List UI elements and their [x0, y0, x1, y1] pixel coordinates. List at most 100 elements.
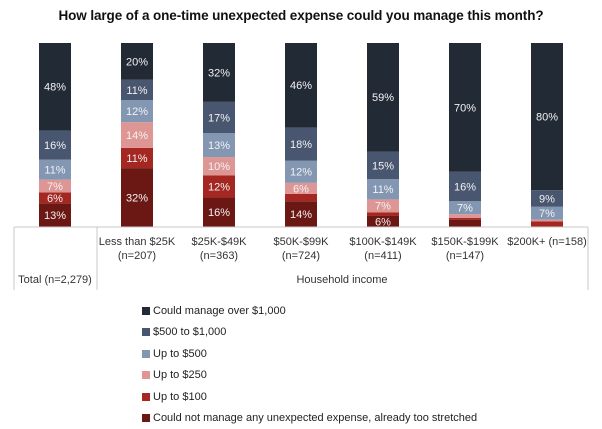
bar-segment-500-to-1-000 — [531, 190, 563, 207]
bar-segment-could-manage-over-1-000 — [449, 43, 481, 172]
legend-swatch — [142, 306, 150, 315]
category-tick-label: (n=207) — [118, 250, 156, 262]
legend-label: Up to $100 — [153, 390, 207, 403]
legend-item: Up to $500 — [142, 343, 477, 365]
bar-segment-up-to-500 — [449, 201, 481, 215]
data-label: 14% — [126, 130, 148, 142]
data-label: 15% — [372, 160, 394, 172]
bar-segment-500-to-1-000 — [203, 101, 235, 134]
legend-label: Could manage over $1,000 — [153, 304, 286, 317]
data-label: 6% — [293, 183, 309, 195]
bar-segment-could-manage-over-1-000 — [39, 43, 71, 131]
bar-segment-could-not-manage-any-unexpected-expense-already-too-stretched — [39, 203, 71, 227]
bar-segment-up-to-500 — [203, 133, 235, 158]
data-label: 7% — [375, 201, 391, 213]
legend-item: Up to $100 — [142, 386, 477, 408]
bar-segment-up-to-100 — [531, 221, 563, 227]
bar-segment-up-to-100 — [449, 217, 481, 220]
bar-segment-up-to-500 — [367, 179, 399, 200]
data-label: 12% — [126, 106, 148, 118]
bar-segment-could-not-manage-any-unexpected-expense-already-too-stretched — [203, 197, 235, 227]
bar-segment-could-manage-over-1-000 — [121, 43, 153, 80]
legend-label: Up to $250 — [153, 369, 207, 382]
data-label: 18% — [290, 139, 312, 151]
data-label: 11% — [44, 165, 65, 177]
category-tick-label: (n=411) — [364, 250, 401, 262]
data-label: 48% — [44, 82, 66, 94]
category-tick-label: (n=363) — [200, 250, 238, 262]
data-label: 32% — [126, 192, 148, 204]
bar-segment-up-to-250 — [203, 157, 235, 176]
data-label: 7% — [47, 181, 63, 193]
data-label: 32% — [208, 67, 230, 79]
legend-item: $500 to $1,000 — [142, 322, 477, 344]
bar-segment-up-to-100 — [285, 193, 317, 202]
bar-segment-up-to-100 — [367, 212, 399, 216]
data-label: 70% — [454, 102, 476, 114]
bar-segment-up-to-250 — [449, 214, 481, 218]
category-tick-label: Less than $25K — [99, 236, 176, 248]
bar-segment-up-to-500 — [285, 160, 317, 183]
data-label: 14% — [290, 209, 312, 221]
category-tick-label: Total (n=2,279) — [18, 274, 92, 286]
data-label: 46% — [290, 80, 312, 92]
bar-segment-could-not-manage-any-unexpected-expense-already-too-stretched — [449, 219, 481, 227]
data-label: 16% — [454, 181, 476, 193]
chart-title: How large of a one-time unexpected expen… — [58, 8, 544, 23]
bar-segment-500-to-1-000 — [449, 171, 481, 202]
bar-segment-up-to-250 — [39, 179, 71, 193]
legend-item: Up to $250 — [142, 365, 477, 387]
bar-segment-up-to-250 — [531, 219, 563, 222]
legend-item: Could manage over $1,000 — [142, 300, 477, 322]
bar-segment-could-manage-over-1-000 — [203, 43, 235, 102]
bar-segment-up-to-100 — [203, 175, 235, 198]
category-axis: Total (n=2,279) Less than $25K (n=207) $25K… — [13, 226, 589, 290]
category-tick-label: $25K-$49K — [191, 236, 247, 248]
data-label: 11% — [126, 85, 147, 97]
legend-label: $500 to $1,000 — [153, 326, 227, 339]
legend-swatch — [142, 392, 150, 401]
legend: Could manage over $1,000 $500 to $1,000 Up… — [142, 300, 477, 429]
bar-segment-500-to-1-000 — [121, 79, 153, 101]
bar-segment-500-to-1-000 — [39, 130, 71, 160]
bar-segment-up-to-250 — [121, 122, 153, 148]
data-label: 7% — [539, 208, 555, 220]
bar-segment-500-to-1-000 — [367, 151, 399, 180]
data-label: 6% — [47, 193, 63, 205]
group-label: Household income — [296, 274, 387, 286]
bar-segment-500-to-1-000 — [285, 127, 317, 161]
bar-segment-could-not-manage-any-unexpected-expense-already-too-stretched — [367, 215, 399, 227]
category-tick-label: (n=147) — [446, 250, 484, 262]
bar-segment-up-to-500 — [531, 206, 563, 220]
category-tick-label: (n=724) — [282, 250, 320, 262]
legend-swatch — [142, 349, 150, 358]
data-label: 7% — [457, 203, 473, 215]
data-label: 11% — [372, 184, 393, 196]
bar-segment-up-to-100 — [121, 147, 153, 169]
data-label: 6% — [375, 216, 391, 228]
category-labels: Total (n=2,279) Less than $25K (n=207) $25K… — [18, 236, 587, 286]
stacked-bar-chart: 13%6%7%11%16%48%32%11%14%12%11%20%16%12%… — [13, 43, 589, 290]
data-label: 13% — [44, 210, 66, 222]
bar-segment-up-to-250 — [285, 182, 317, 194]
legend-swatch — [142, 328, 150, 337]
data-label: 20% — [126, 56, 148, 68]
data-label: 59% — [372, 92, 394, 104]
legend-item: Could not manage any unexpected expense,… — [142, 408, 477, 429]
bar-segment-up-to-500 — [39, 159, 71, 180]
bars-layer: 13%6%7%11%16%48%32%11%14%12%11%20%16%12%… — [39, 43, 563, 228]
legend-label: Could not manage any unexpected expense,… — [153, 412, 478, 425]
bar-segment-could-manage-over-1-000 — [531, 43, 563, 191]
legend-label: Up to $500 — [153, 347, 207, 360]
bar-segment-could-manage-over-1-000 — [285, 43, 317, 128]
data-label: 12% — [208, 181, 230, 193]
bar-segment-could-not-manage-any-unexpected-expense-already-too-stretched — [121, 168, 153, 227]
legend-swatch — [142, 371, 150, 380]
legend-swatch — [142, 414, 150, 423]
bar-segment-up-to-500 — [121, 100, 153, 123]
category-tick-label: $100K-$149K — [349, 236, 417, 248]
category-tick-label: $50K-$99K — [273, 236, 329, 248]
bar-segment-up-to-100 — [39, 192, 71, 204]
bar-segment-could-manage-over-1-000 — [367, 43, 399, 152]
bar-segment-could-not-manage-any-unexpected-expense-already-too-stretched — [285, 201, 317, 227]
